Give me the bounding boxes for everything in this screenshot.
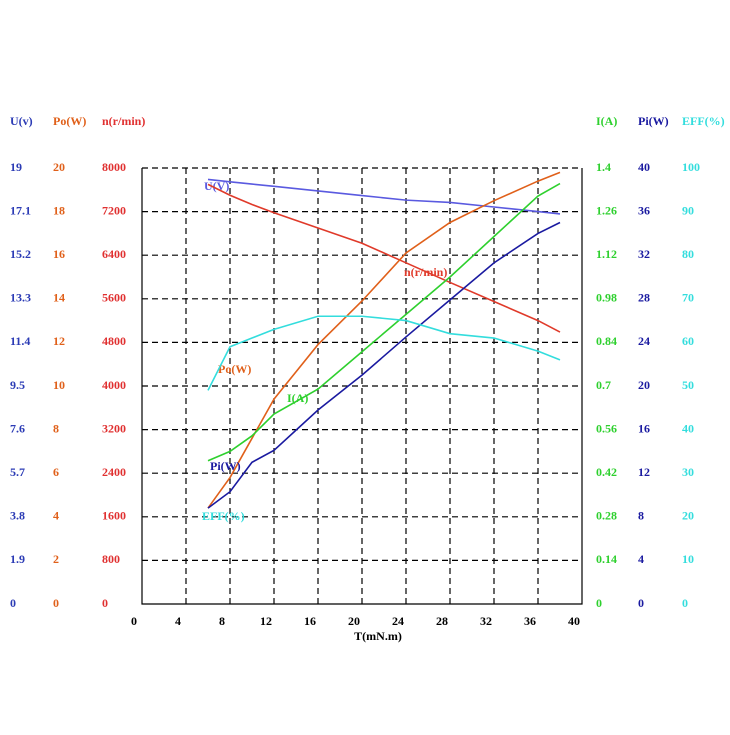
- y-tick-label: 6400: [102, 247, 126, 261]
- x-axis-label: T(mN.m): [354, 629, 402, 643]
- y-tick-label: 16: [638, 421, 650, 435]
- y-tick-label: 12: [638, 465, 650, 479]
- y-tick-label: 2400: [102, 465, 126, 479]
- y-axis-title: I(A): [596, 114, 617, 128]
- y-tick-label: 14: [53, 291, 65, 305]
- y-tick-label: 20: [53, 160, 65, 174]
- series-line: [207, 183, 561, 333]
- y-tick-label: 0.84: [596, 334, 617, 348]
- x-tick-label: 8: [219, 614, 225, 628]
- x-tick-label: 28: [436, 614, 448, 628]
- y-tick-label: 4: [53, 509, 59, 523]
- y-tick-label: 28: [638, 291, 650, 305]
- y-tick-label: 32: [638, 247, 650, 261]
- y-tick-label: 0.28: [596, 509, 617, 523]
- y-tick-label: 0: [53, 596, 59, 610]
- y-tick-label: 6: [53, 465, 59, 479]
- y-tick-label: 3200: [102, 421, 126, 435]
- x-tick-label: 12: [260, 614, 272, 628]
- series-line: [207, 221, 561, 509]
- y-tick-label: 0: [102, 596, 108, 610]
- series-label: n(r/min): [404, 265, 447, 279]
- y-tick-label: 1.4: [596, 160, 611, 174]
- series-label: U(V): [204, 179, 229, 193]
- y-tick-label: 10: [682, 552, 694, 566]
- y-axis-title: Po(W): [53, 114, 86, 128]
- y-tick-label: 13.3: [10, 291, 31, 305]
- series-line: [207, 171, 561, 509]
- y-tick-label: 0: [10, 596, 16, 610]
- series-label: Po(W): [218, 362, 251, 376]
- y-tick-label: 90: [682, 203, 694, 217]
- y-tick-label: 800: [102, 552, 120, 566]
- y-tick-label: 0.56: [596, 421, 617, 435]
- y-tick-label: 100: [682, 160, 700, 174]
- y-tick-label: 16: [53, 247, 65, 261]
- y-axis-title: U(v): [10, 114, 33, 128]
- series-label: Pi(W): [210, 459, 241, 473]
- y-tick-label: 8: [638, 509, 644, 523]
- y-tick-label: 2: [53, 552, 59, 566]
- x-tick-label: 24: [392, 614, 404, 628]
- y-tick-label: 18: [53, 203, 65, 217]
- y-tick-label: 7200: [102, 203, 126, 217]
- x-tick-label: 4: [175, 614, 181, 628]
- y-tick-label: 24: [638, 334, 650, 348]
- y-tick-label: 0: [682, 596, 688, 610]
- y-tick-label: 9.5: [10, 378, 25, 392]
- y-tick-label: 7.6: [10, 421, 25, 435]
- series-line: [207, 315, 561, 391]
- y-tick-label: 0.7: [596, 378, 611, 392]
- series-line: [207, 178, 561, 215]
- y-tick-label: 4800: [102, 334, 126, 348]
- y-axis-title: EFF(%): [682, 114, 725, 128]
- y-tick-label: 70: [682, 291, 694, 305]
- y-tick-label: 0.42: [596, 465, 617, 479]
- x-tick-label: 0: [131, 614, 137, 628]
- y-axis-title: Pi(W): [638, 114, 669, 128]
- y-axis-title: n(r/min): [102, 114, 145, 128]
- x-tick-label: 36: [524, 614, 536, 628]
- y-tick-label: 10: [53, 378, 65, 392]
- y-tick-label: 36: [638, 203, 650, 217]
- series-label: I(A): [287, 391, 308, 405]
- y-tick-label: 1.12: [596, 247, 617, 261]
- y-tick-label: 20: [638, 378, 650, 392]
- y-tick-label: 1.9: [10, 552, 25, 566]
- y-tick-label: 17.1: [10, 203, 31, 217]
- x-tick-label: 32: [480, 614, 492, 628]
- y-tick-label: 4000: [102, 378, 126, 392]
- y-tick-label: 11.4: [10, 334, 30, 348]
- y-tick-label: 8: [53, 421, 59, 435]
- y-tick-label: 5600: [102, 291, 126, 305]
- y-tick-label: 40: [682, 421, 694, 435]
- y-tick-label: 5.7: [10, 465, 25, 479]
- y-tick-label: 8000: [102, 160, 126, 174]
- y-tick-label: 1600: [102, 509, 126, 523]
- x-tick-label: 16: [304, 614, 316, 628]
- y-tick-label: 80: [682, 247, 694, 261]
- y-tick-label: 0: [596, 596, 602, 610]
- y-tick-label: 0.98: [596, 291, 617, 305]
- y-tick-label: 12: [53, 334, 65, 348]
- y-tick-label: 60: [682, 334, 694, 348]
- x-tick-label: 20: [348, 614, 360, 628]
- y-tick-label: 0: [638, 596, 644, 610]
- y-tick-label: 30: [682, 465, 694, 479]
- plot-frame: [141, 168, 583, 605]
- y-tick-label: 50: [682, 378, 694, 392]
- y-tick-label: 20: [682, 509, 694, 523]
- y-tick-label: 19: [10, 160, 22, 174]
- y-tick-label: 1.26: [596, 203, 617, 217]
- y-tick-label: 0.14: [596, 552, 617, 566]
- x-tick-label: 40: [568, 614, 580, 628]
- y-tick-label: 4: [638, 552, 644, 566]
- y-tick-label: 15.2: [10, 247, 31, 261]
- y-tick-label: 40: [638, 160, 650, 174]
- y-tick-label: 3.8: [10, 509, 25, 523]
- series-line: [207, 182, 561, 462]
- series-label: EFF(%): [202, 509, 245, 523]
